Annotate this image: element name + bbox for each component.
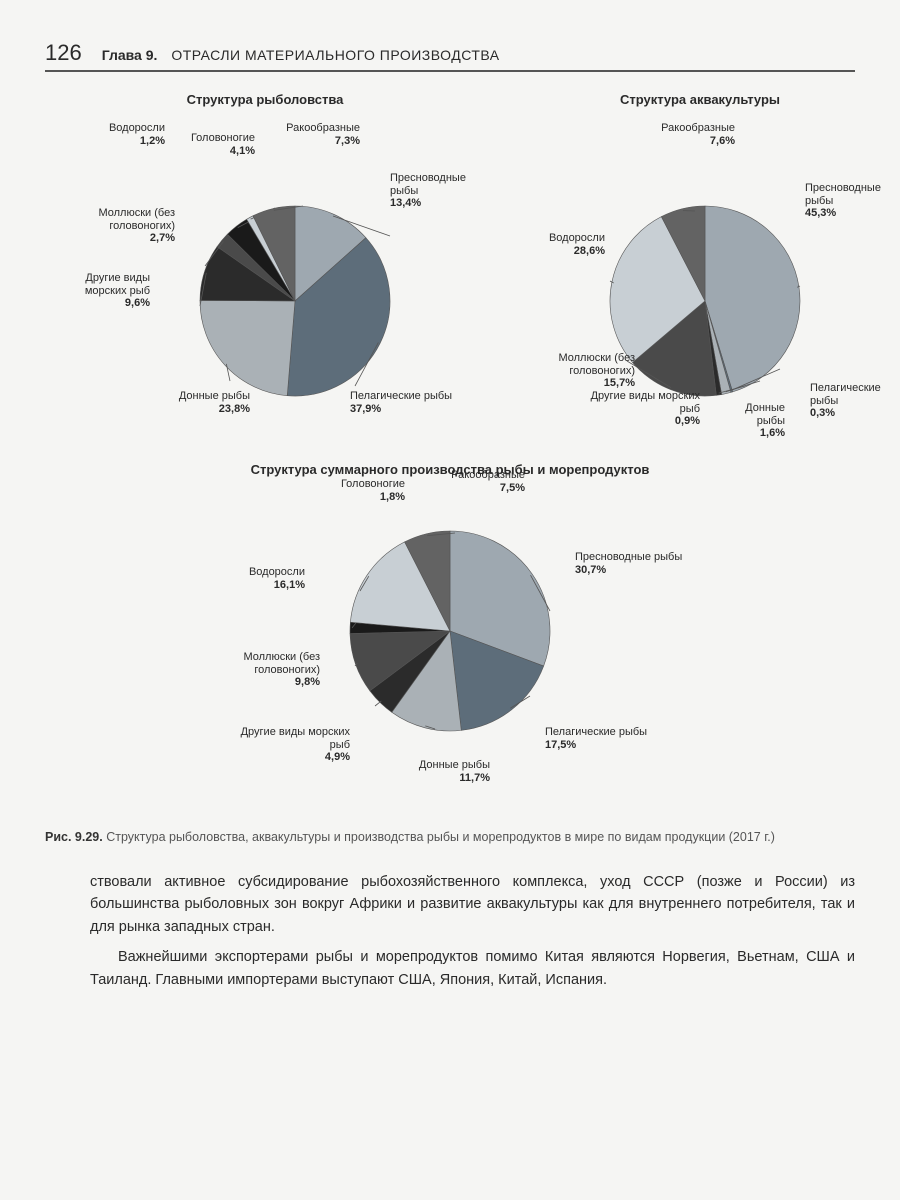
chart-total: Пресноводные рыбы30,7%Пелагические рыбы1… bbox=[45, 481, 855, 811]
slice-label-value: 13,4% bbox=[390, 197, 485, 210]
slice-label-name: Донные рыбы bbox=[715, 402, 785, 427]
chart-title: Структура аквакультуры bbox=[505, 92, 895, 107]
slice-label-name: Пелагические рыбы bbox=[545, 726, 665, 739]
slice-label-cephalopods: Головоногие4,1% bbox=[155, 132, 255, 157]
slice-label-name: Пелагические рыбы bbox=[810, 382, 895, 407]
slice-label-pelagic: Пелагические рыбы17,5% bbox=[545, 726, 665, 751]
slice-label-value: 7,3% bbox=[260, 135, 360, 148]
slice-label-value: 1,8% bbox=[305, 491, 405, 504]
slice-label-value: 11,7% bbox=[380, 772, 490, 785]
slice-label-name: Водоросли bbox=[85, 122, 165, 135]
slice-label-algae: Водоросли28,6% bbox=[525, 232, 605, 257]
slice-label-crustaceans: Ракообразные7,3% bbox=[260, 122, 360, 147]
slice-label-value: 9,6% bbox=[50, 297, 150, 310]
slice-label-name: Ракообразные bbox=[635, 122, 735, 135]
slice-label-name: Моллюски (без головоногих) bbox=[505, 352, 635, 377]
slice-label-algae: Водоросли16,1% bbox=[225, 566, 305, 591]
pie-slice-bottom bbox=[200, 300, 295, 395]
slice-label-freshwater: Пресноводные рыбы45,3% bbox=[805, 182, 895, 220]
slice-label-value: 4,1% bbox=[155, 145, 255, 158]
slice-label-name: Водоросли bbox=[525, 232, 605, 245]
slice-label-value: 4,9% bbox=[240, 751, 350, 764]
slice-label-value: 1,2% bbox=[85, 135, 165, 148]
slice-label-name: Другие виды морских рыб bbox=[590, 390, 700, 415]
slice-label-pelagic: Пелагические рыбы37,9% bbox=[350, 390, 470, 415]
chart-total-block: Структура суммарного производства рыбы и… bbox=[45, 462, 855, 811]
slice-label-value: 45,3% bbox=[805, 207, 895, 220]
slice-label-bottom: Донные рыбы23,8% bbox=[140, 390, 250, 415]
slice-label-value: 7,5% bbox=[415, 482, 525, 495]
slice-label-mollusks: Моллюски (без головоногих)15,7% bbox=[505, 352, 635, 390]
slice-label-mollusks: Моллюски (без головоногих)9,8% bbox=[185, 651, 320, 689]
slice-label-name: Пресноводные рыбы bbox=[575, 551, 685, 564]
slice-label-value: 37,9% bbox=[350, 403, 470, 416]
slice-label-value: 28,6% bbox=[525, 245, 605, 258]
chapter-label: Глава 9. ОТРАСЛИ МАТЕРИАЛЬНОГО ПРОИЗВОДС… bbox=[102, 47, 500, 63]
slice-label-bottom: Донные рыбы1,6% bbox=[715, 402, 785, 440]
chapter-title: ОТРАСЛИ МАТЕРИАЛЬНОГО ПРОИЗВОДСТВА bbox=[171, 47, 499, 63]
slice-label-name: Ракообразные bbox=[260, 122, 360, 135]
slice-label-cephalopods: Головоногие1,8% bbox=[305, 478, 405, 503]
slice-label-value: 23,8% bbox=[140, 403, 250, 416]
paragraph: ствовали активное субсидирование рыбохоз… bbox=[90, 871, 855, 938]
slice-label-value: 16,1% bbox=[225, 579, 305, 592]
body-text: ствовали активное субсидирование рыбохоз… bbox=[45, 871, 855, 991]
slice-label-value: 0,9% bbox=[590, 415, 700, 428]
slice-label-name: Донные рыбы bbox=[140, 390, 250, 403]
slice-label-name: Другие виды морских рыб bbox=[50, 272, 150, 297]
page-header: 126 Глава 9. ОТРАСЛИ МАТЕРИАЛЬНОГО ПРОИЗ… bbox=[45, 40, 855, 72]
slice-label-mollusks: Моллюски (без головоногих)2,7% bbox=[45, 207, 175, 245]
slice-label-name: Моллюски (без головоногих) bbox=[45, 207, 175, 232]
slice-label-bottom: Донные рыбы11,7% bbox=[380, 759, 490, 784]
slice-label-value: 7,6% bbox=[635, 135, 735, 148]
paragraph: Важнейшими экспортерами рыбы и морепроду… bbox=[90, 946, 855, 991]
slice-label-value: 9,8% bbox=[185, 676, 320, 689]
page: 126 Глава 9. ОТРАСЛИ МАТЕРИАЛЬНОГО ПРОИЗ… bbox=[0, 0, 900, 1200]
slice-label-name: Пресноводные рыбы bbox=[390, 172, 485, 197]
slice-label-name: Моллюски (без головоногих) bbox=[185, 651, 320, 676]
figure-caption: Рис. 9.29. Структура рыболовства, акваку… bbox=[45, 829, 855, 846]
page-number: 126 bbox=[45, 40, 82, 66]
slice-label-value: 17,5% bbox=[545, 739, 665, 752]
slice-label-freshwater: Пресноводные рыбы30,7% bbox=[575, 551, 685, 576]
slice-label-other_marine: Другие виды морских рыб9,6% bbox=[50, 272, 150, 310]
slice-label-name: Водоросли bbox=[225, 566, 305, 579]
chart-fishing: Структура рыболовства Пресноводные рыбы1… bbox=[45, 92, 485, 452]
slice-label-freshwater: Пресноводные рыбы13,4% bbox=[390, 172, 485, 210]
slice-label-value: 30,7% bbox=[575, 564, 685, 577]
slice-label-name: Пресноводные рыбы bbox=[805, 182, 895, 207]
slice-label-value: 1,6% bbox=[715, 427, 785, 440]
slice-label-value: 2,7% bbox=[45, 232, 175, 245]
charts-top-row: Структура рыболовства Пресноводные рыбы1… bbox=[45, 92, 855, 452]
chapter-number: Глава 9. bbox=[102, 47, 158, 63]
slice-label-crustaceans: Ракообразные7,5% bbox=[415, 469, 525, 494]
slice-label-name: Другие виды морских рыб bbox=[240, 726, 350, 751]
slice-label-pelagic: Пелагические рыбы0,3% bbox=[810, 382, 895, 420]
slice-label-name: Ракообразные bbox=[415, 469, 525, 482]
slice-label-algae: Водоросли1,2% bbox=[85, 122, 165, 147]
chart-title: Структура рыболовства bbox=[45, 92, 485, 107]
slice-label-other_marine: Другие виды морских рыб0,9% bbox=[590, 390, 700, 428]
slice-label-crustaceans: Ракообразные7,6% bbox=[635, 122, 735, 147]
slice-label-other_marine: Другие виды морских рыб4,9% bbox=[240, 726, 350, 764]
slice-label-name: Головоногие bbox=[155, 132, 255, 145]
slice-label-name: Донные рыбы bbox=[380, 759, 490, 772]
slice-label-name: Пелагические рыбы bbox=[350, 390, 470, 403]
slice-label-name: Головоногие bbox=[305, 478, 405, 491]
figure-number: Рис. 9.29. bbox=[45, 830, 103, 844]
slice-label-value: 15,7% bbox=[505, 377, 635, 390]
slice-label-value: 0,3% bbox=[810, 407, 895, 420]
chart-aquaculture: Структура аквакультуры Пресноводные рыбы… bbox=[505, 92, 895, 452]
figure-caption-text: Структура рыболовства, аквакультуры и пр… bbox=[106, 830, 775, 844]
